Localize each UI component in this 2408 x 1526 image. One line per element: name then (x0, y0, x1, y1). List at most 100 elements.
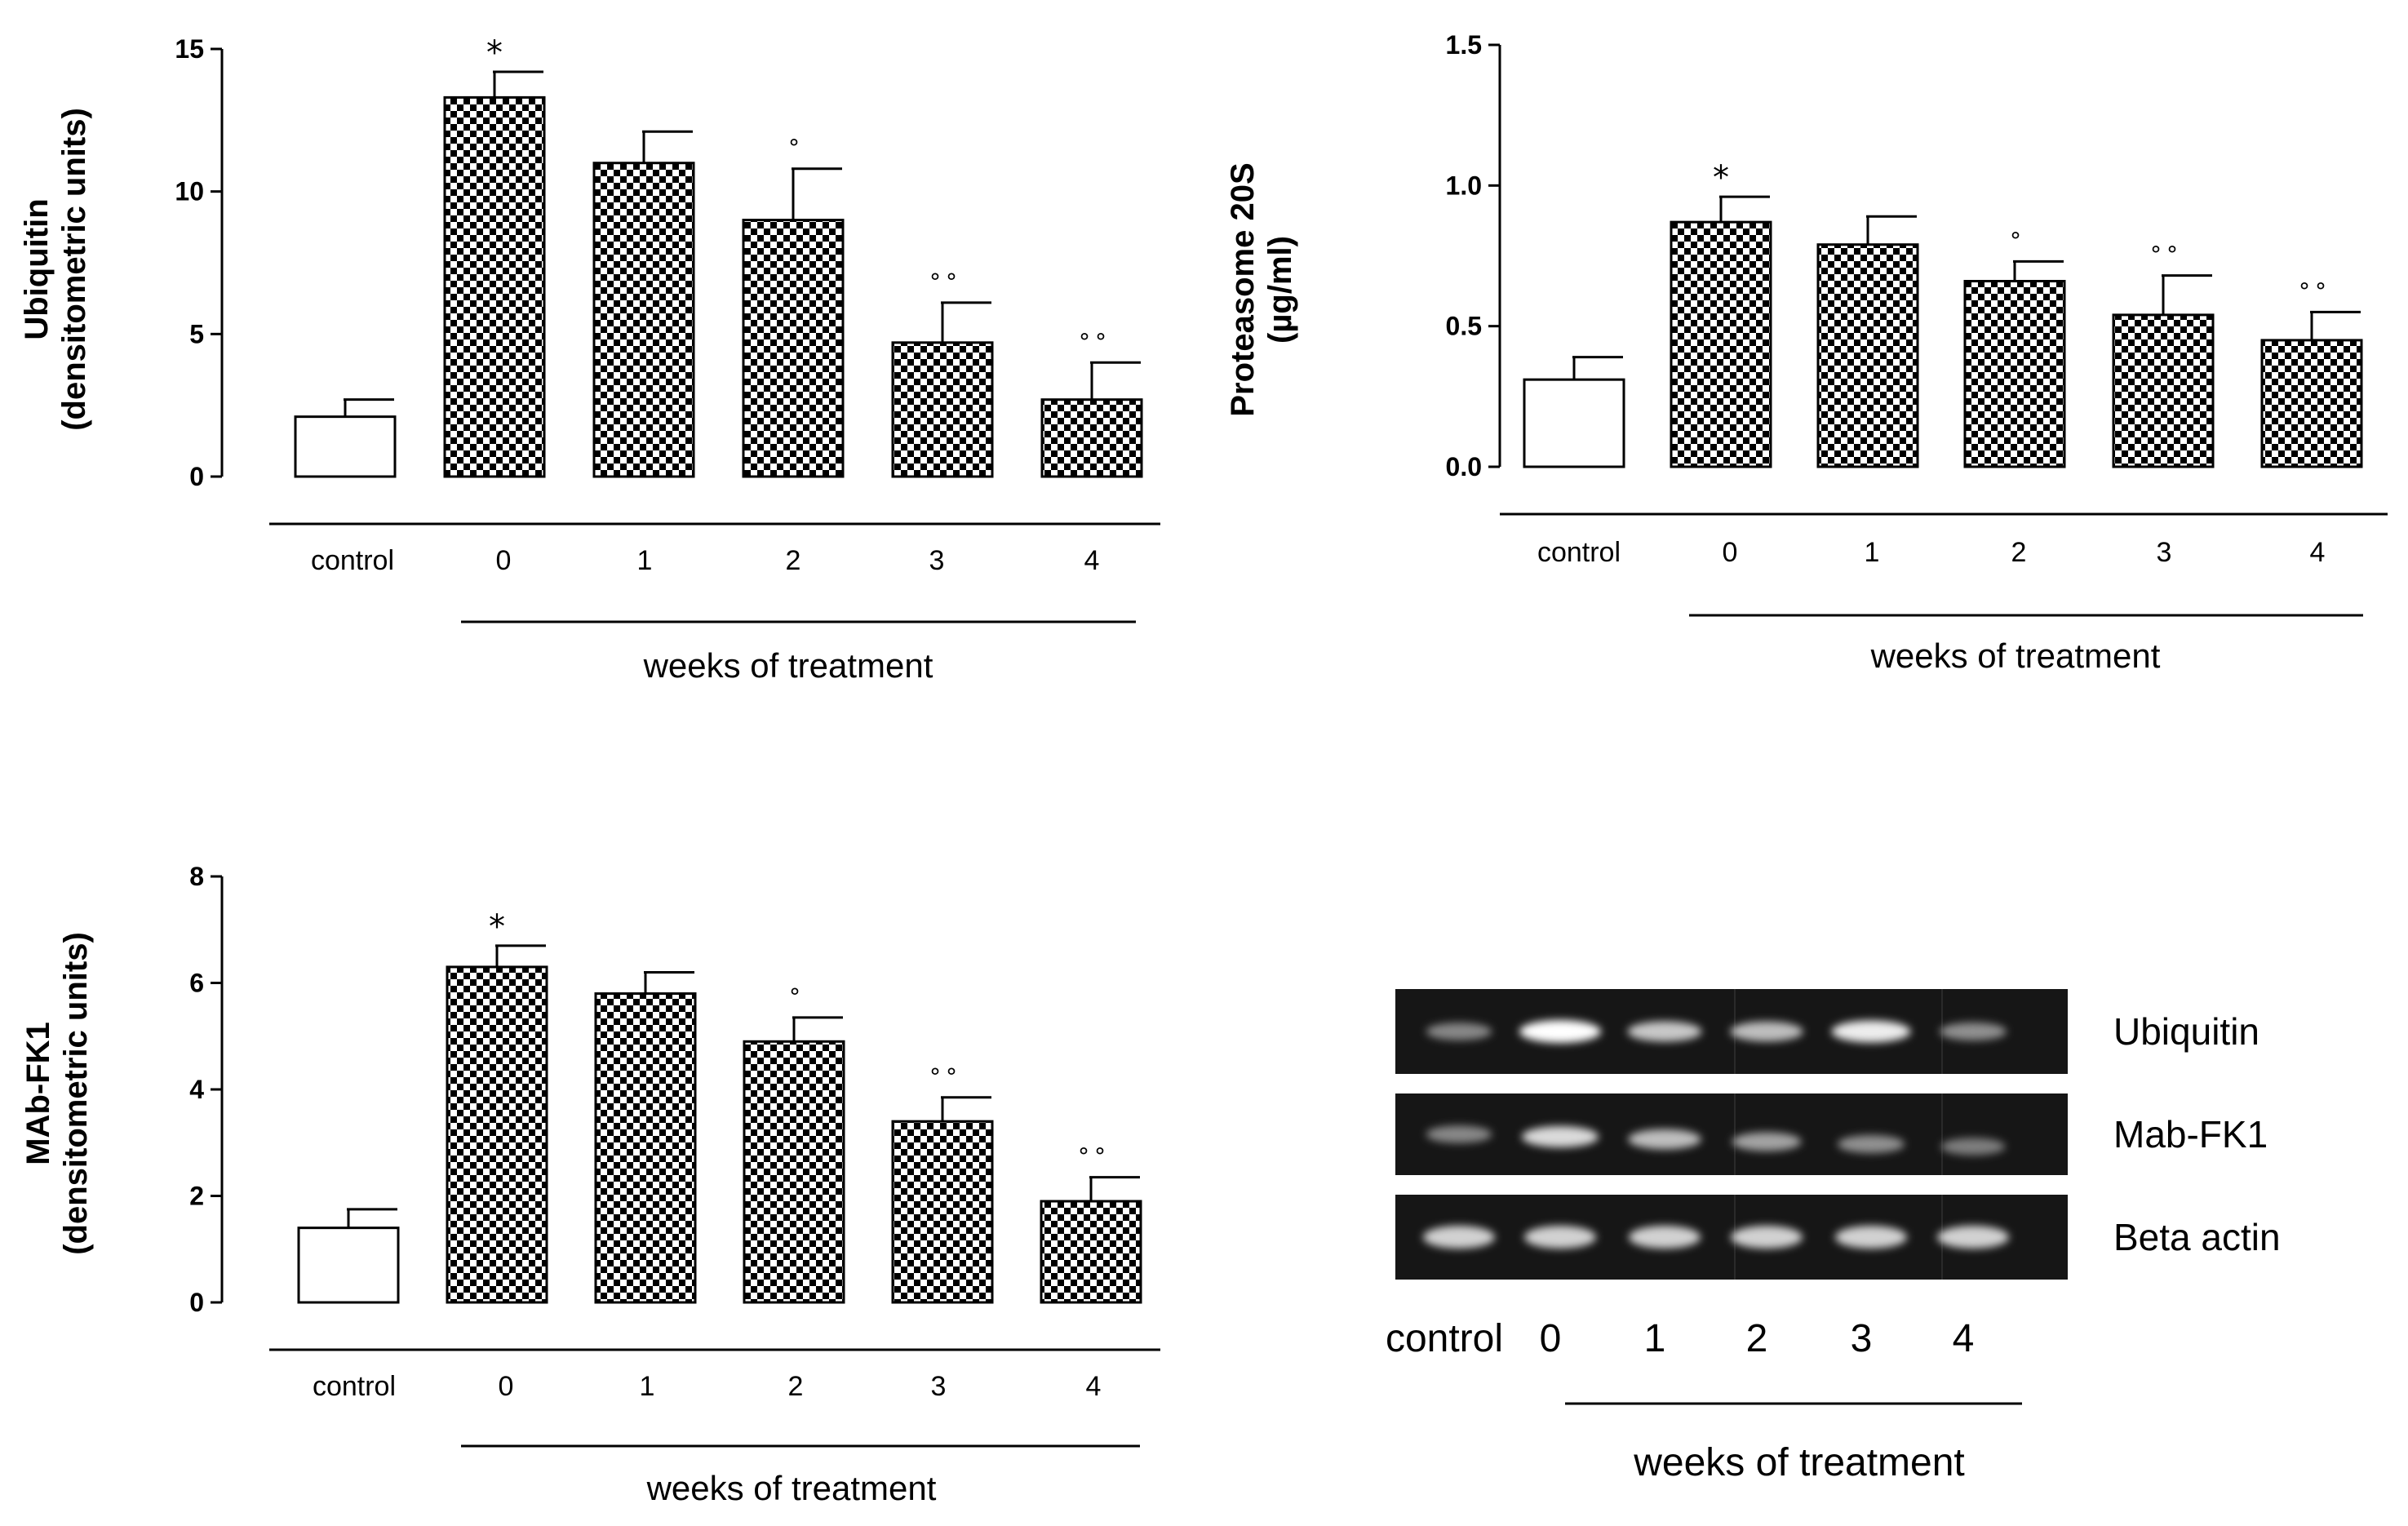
y-axis-label-line: Ubiquitin (19, 198, 55, 339)
blot-band (1628, 1129, 1701, 1150)
group-label: weeks of treatment (1870, 637, 2161, 675)
significance-marker: °° (1078, 1143, 1111, 1170)
y-axis-label: MAb-FK1(densitometric units) (20, 932, 94, 1255)
blot-lane-label: 1 (1644, 1317, 1666, 1360)
blot-band (1627, 1021, 1702, 1042)
blot-lane-label: 0 (1540, 1317, 1562, 1360)
blot-lane-label: control (1386, 1317, 1503, 1360)
blot-band (1730, 1021, 1803, 1042)
x-tick-label: 3 (931, 1371, 947, 1402)
blot-band (1831, 1020, 1911, 1043)
bar-control (1523, 378, 1625, 468)
x-tick-label: 4 (1086, 1371, 1102, 1402)
blot-row-label: Ubiquitin (2113, 1010, 2259, 1053)
y-tick-label: 1.0 (1446, 171, 1482, 200)
x-tick-label: control (1537, 537, 1621, 568)
bar-1 (1816, 243, 1919, 468)
x-tick-label: 4 (1084, 545, 1100, 576)
blot-row-label: Beta actin (2113, 1216, 2281, 1258)
y-axis-label-line: (densitometric units) (58, 932, 94, 1255)
y-tick-label: 4 (189, 1075, 204, 1104)
blot-lane-label: 3 (1851, 1317, 1873, 1360)
significance-marker: ° (789, 983, 805, 1010)
x-tick-label: 0 (1723, 537, 1738, 568)
x-tick-label: 1 (640, 1371, 655, 1402)
blot-band (1423, 1226, 1495, 1249)
blot-band (1838, 1135, 1905, 1153)
blot-band (1519, 1020, 1601, 1043)
significance-marker: °° (2150, 242, 2183, 268)
blot-band (1731, 1226, 1803, 1249)
bar-4 (2260, 339, 2363, 468)
y-tick-label: 0.5 (1446, 312, 1482, 341)
x-tick-label: 0 (499, 1371, 514, 1402)
y-tick-label: 5 (189, 319, 204, 348)
y-tick-label: 8 (189, 862, 204, 891)
significance-marker: °° (1079, 328, 1111, 355)
blot-band (1940, 1023, 2007, 1040)
blot-lane-label: 2 (1746, 1317, 1768, 1360)
y-tick-label: 6 (189, 969, 204, 998)
x-tick-label: 0 (496, 545, 512, 576)
x-tick-label: control (311, 545, 394, 576)
significance-marker: °° (2299, 277, 2331, 304)
bar-control (297, 1227, 400, 1304)
bar-1 (592, 162, 695, 478)
group-label: weeks of treatment (646, 1469, 937, 1507)
blot-lane-label: 4 (1953, 1317, 1975, 1360)
blot-band (1937, 1226, 2009, 1249)
x-tick-label: 4 (2310, 537, 2326, 568)
x-tick-label: control (313, 1371, 396, 1402)
y-tick-label: 0 (189, 462, 204, 491)
blot-row-mab-fk1 (1395, 1093, 2068, 1175)
bar-0 (443, 95, 546, 478)
y-axis-label-line: (µg/ml) (1262, 236, 1298, 344)
significance-marker: * (1713, 159, 1729, 197)
x-tick-label: 3 (2157, 537, 2172, 568)
bar-control (294, 415, 397, 478)
blot-band (1732, 1132, 1802, 1151)
y-tick-label: 1.5 (1446, 30, 1482, 60)
bar-3 (891, 341, 994, 478)
blot-band (1940, 1138, 2006, 1156)
x-tick-label: 2 (2011, 537, 2027, 568)
blot-band (1426, 1125, 1492, 1143)
x-tick-label: 2 (788, 1371, 804, 1402)
y-axis-label-line: MAb-FK1 (20, 1022, 56, 1165)
significance-marker: * (486, 34, 503, 72)
x-tick-label: 1 (637, 545, 653, 576)
y-tick-label: 0.0 (1446, 452, 1482, 481)
group-label: weeks of treatment (643, 646, 933, 685)
blot-band (1835, 1226, 1907, 1249)
bar-0 (446, 965, 548, 1304)
bar-3 (2112, 313, 2215, 468)
bar-2 (742, 219, 845, 478)
blot-row-label: Mab-FK1 (2113, 1113, 2268, 1156)
bar-2 (743, 1040, 845, 1304)
significance-marker: °° (929, 1063, 962, 1090)
bar-0 (1670, 220, 1772, 468)
bar-3 (891, 1120, 994, 1304)
y-axis-label: Ubiquitin(densitometric units) (19, 108, 92, 431)
significance-marker: ° (2010, 227, 2026, 254)
x-tick-label: 2 (786, 545, 801, 576)
y-axis-label-line: Proteasome 20S (1225, 162, 1261, 416)
bar-2 (1963, 280, 2066, 468)
bar-4 (1040, 398, 1143, 478)
bar-4 (1040, 1200, 1142, 1304)
blot-group-label: weeks of treatment (1633, 1441, 1965, 1484)
bar-1 (594, 992, 697, 1304)
significance-marker: ° (788, 135, 805, 162)
western-blot: Ubiquitin Mab-FK1 Beta actin control 0 1 2 3 4 we… (1386, 989, 2281, 1484)
blot-band (1629, 1226, 1701, 1249)
x-tick-label: 3 (929, 545, 945, 576)
x-tick-label: 1 (1865, 537, 1880, 568)
y-tick-label: 10 (175, 177, 204, 206)
y-tick-label: 0 (189, 1288, 204, 1317)
blot-band (1524, 1226, 1596, 1249)
y-axis-label-line: (densitometric units) (56, 108, 92, 431)
